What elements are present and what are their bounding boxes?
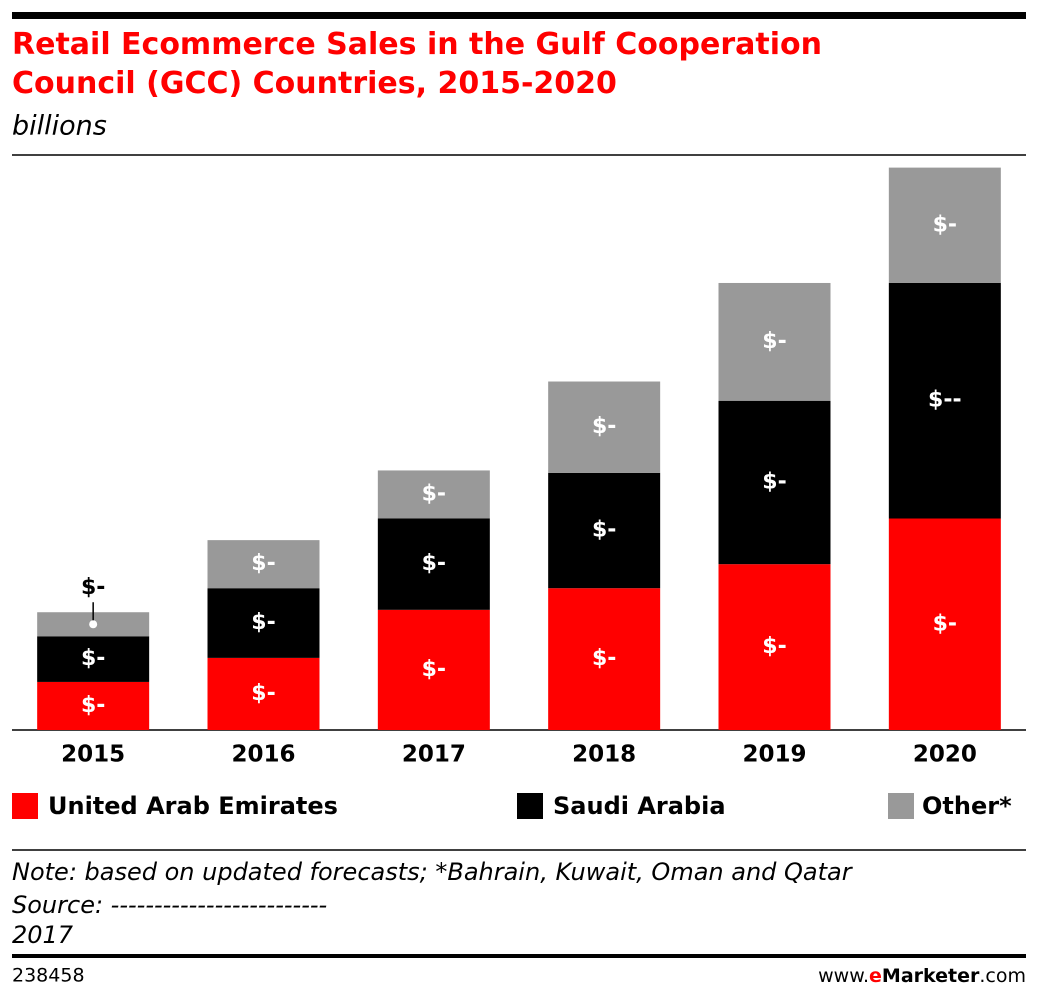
value-label: $-	[422, 481, 446, 506]
value-label: $-	[81, 693, 105, 718]
note: Note: based on updated forecasts; *Bahra…	[12, 858, 854, 886]
value-label: $-	[762, 634, 786, 659]
bar-segment	[718, 564, 831, 730]
bar-segment	[888, 282, 1001, 519]
value-label: $-	[933, 212, 957, 237]
bar-segment	[37, 681, 150, 730]
value-label: $-	[592, 646, 616, 671]
value-label: $-	[251, 610, 275, 635]
x-tick-label: 2018	[572, 742, 636, 768]
value-label: $-	[81, 575, 105, 600]
site-part: Marketer	[882, 965, 980, 987]
top-rule	[12, 12, 1026, 19]
bar-segment	[377, 609, 490, 730]
site-part: .com	[979, 965, 1026, 987]
title-line: Retail Ecommerce Sales in the Gulf Coope…	[12, 27, 822, 62]
value-label: $-	[81, 646, 105, 671]
x-tick-label: 2020	[913, 742, 977, 768]
source: Source: -------------------------	[12, 891, 327, 919]
bar-segment	[207, 588, 320, 658]
leader-dot	[89, 620, 98, 629]
legend-swatch	[888, 793, 914, 819]
value-label: $-	[933, 611, 957, 636]
bar-segment	[207, 657, 320, 730]
legend-label: Other*	[922, 792, 1012, 820]
site-part: e	[869, 965, 882, 987]
value-label: $-	[762, 329, 786, 354]
bar-segment	[37, 636, 150, 682]
bar-segment	[888, 518, 1001, 730]
value-label: $-	[251, 681, 275, 706]
chart-id: 238458	[12, 965, 85, 987]
value-label: $-	[422, 551, 446, 576]
bar-segment	[888, 167, 1001, 283]
bar-segment	[718, 282, 831, 401]
value-label: $--	[928, 388, 962, 413]
legend-swatch	[12, 793, 38, 819]
bar-segment	[548, 381, 661, 473]
chart-title: Retail Ecommerce Sales in the Gulf Coope…	[12, 27, 822, 101]
x-tick-label: 2015	[61, 742, 125, 768]
source-year: 2017	[12, 921, 74, 949]
value-label: $-	[762, 469, 786, 494]
value-label: $-	[592, 518, 616, 543]
subtitle: billions	[12, 111, 107, 142]
bar-segment	[377, 470, 490, 519]
x-tick-label: 2019	[742, 742, 806, 768]
site: www.eMarketer.com	[818, 965, 1026, 987]
legend-label: Saudi Arabia	[553, 792, 726, 820]
bar-segment	[548, 472, 661, 589]
x-tick-label: 2016	[231, 742, 295, 768]
value-label: $-	[422, 657, 446, 682]
site-part: www.	[818, 965, 869, 987]
value-label: $-	[592, 414, 616, 439]
bar-segment	[548, 588, 661, 730]
title-line: Council (GCC) Countries, 2015-2020	[12, 66, 617, 101]
legend-swatch	[517, 793, 543, 819]
bar-segment	[207, 540, 320, 589]
x-tick-label: 2017	[402, 742, 466, 768]
bar-segment	[718, 400, 831, 565]
legend-label: United Arab Emirates	[48, 792, 338, 820]
value-label: $-	[251, 551, 275, 576]
bottom-rule	[12, 954, 1026, 958]
bar-segment	[377, 518, 490, 610]
